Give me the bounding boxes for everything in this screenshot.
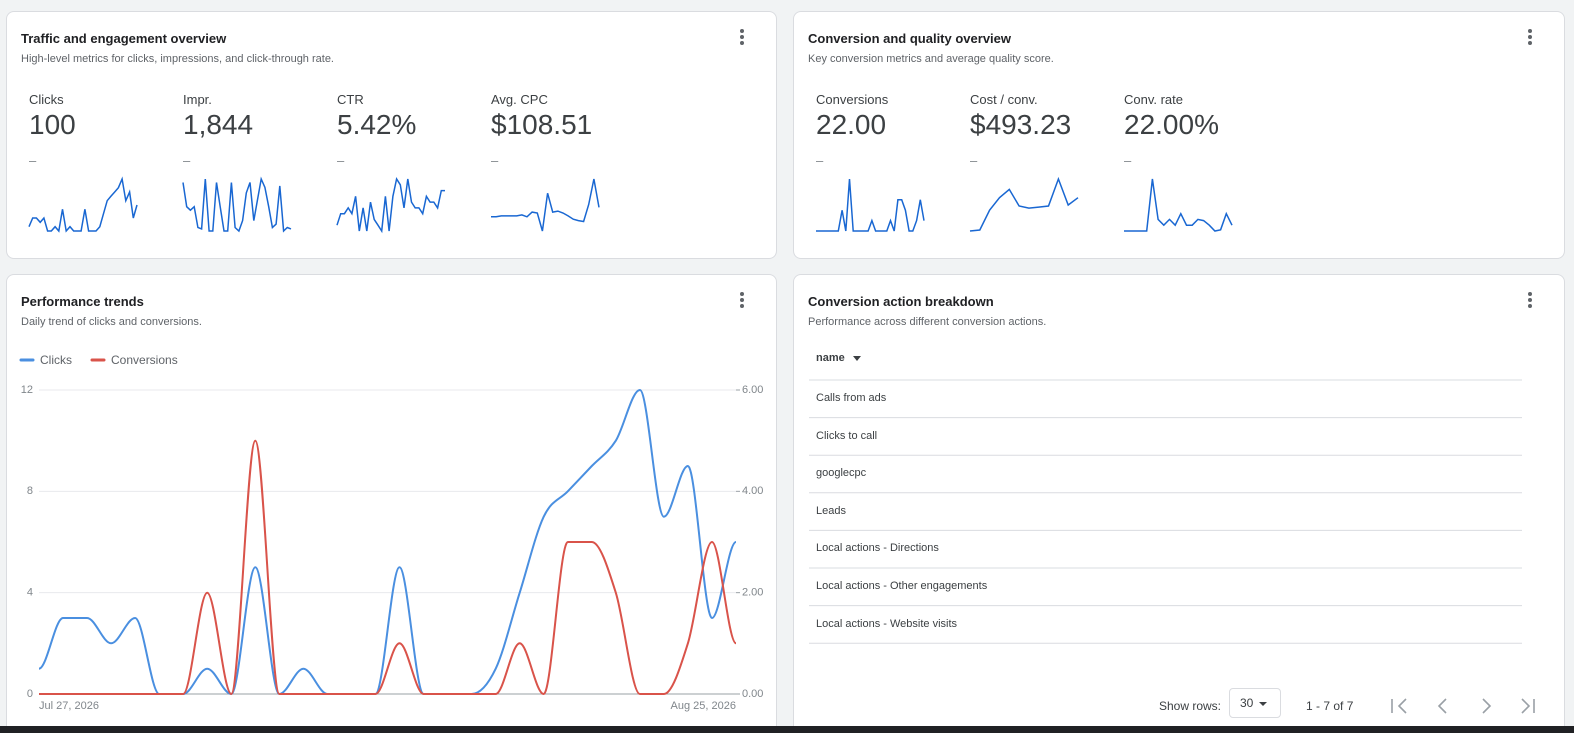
pagination-button[interactable] [1482,698,1492,714]
y-tick-label: 8 [27,485,33,497]
menu-dot [1528,304,1532,308]
menu-dot [1528,292,1532,296]
page-range: 1 - 7 of 7 [1306,699,1354,713]
card-subtitle: Key conversion metrics and average quali… [808,53,1054,65]
y2-tick-label: 4.00 [742,485,763,497]
sparkline-path [969,176,1079,232]
table-lines [809,356,1535,714]
menu-dot [1528,298,1532,302]
y-tick-label: 12 [21,384,33,396]
metric-delta: – [29,153,37,168]
x-tick-label: Aug 25, 2026 [671,700,736,712]
sparkline-path [182,176,292,233]
metric-label: Conv. rate [1124,92,1184,107]
menu-dot [740,35,744,39]
menu-dot [1528,35,1532,39]
select-arrow [1259,702,1267,706]
table-cell: Clicks to call [816,429,878,442]
show-rows-label: Show rows: [1158,699,1221,713]
column-header: name [816,352,845,364]
metric-delta: – [491,153,499,168]
more-menu[interactable] [736,291,748,311]
card: Performance trends Daily trend of clicks … [6,274,777,733]
menu-dot [1528,29,1532,33]
bottom-bar [0,726,1574,733]
rows-select[interactable]: 30 [1229,688,1281,718]
card-title: Conversion action breakdown [808,294,994,309]
sparkline-path [1124,178,1233,232]
metric-delta: – [816,153,824,168]
y-tick-label: 4 [27,587,33,599]
sparkline [1124,178,1233,232]
card-subtitle: Daily trend of clicks and conversions. [21,316,202,328]
metric-value: 1,844 [183,109,254,140]
table-cell: googlecpc [816,467,867,480]
metric-label: Avg. CPC [491,92,548,107]
metric-delta: – [183,153,191,168]
metric-value: 22.00 [816,109,887,140]
sparkline [969,176,1079,232]
card-title: Performance trends [21,294,144,309]
sparkline [28,176,138,233]
pagination-button[interactable] [1437,698,1447,714]
metric-label: Cost / conv. [970,92,1038,107]
table-cell: Local actions - Website visits [816,617,958,630]
sort-arrow [853,356,861,361]
series-line [38,388,737,696]
card-title: Conversion and quality overview [808,31,1011,46]
menu-dot [740,292,744,296]
y2-tick-label: 6.00 [742,384,763,396]
table-cell: Local actions - Other engagements [816,580,988,592]
pagination-button[interactable] [1521,698,1535,714]
line-chart: Clicks Conversions 0 4 8 12 0.00 2.00 4.00 6.00 Ju… [19,353,763,712]
card-subtitle: Performance across different conversion … [808,316,1047,328]
legend-label: Conversions [111,353,178,367]
sparkline [182,176,292,233]
sparkline-path [816,178,925,232]
metric-label: Clicks [29,92,64,107]
metric-value: 5.42% [337,109,417,140]
y-tick-label: 0 [27,688,33,700]
y2-tick-label: 0.00 [742,688,763,700]
metric-value: 100 [29,109,76,140]
sparkline [336,177,445,234]
sparkline-path [491,178,600,232]
metric-value: 22.00% [1124,109,1219,140]
metric-label: CTR [337,92,364,107]
menu-dot [740,298,744,302]
y2-tick-label: 2.00 [742,587,763,599]
sparkline [816,178,925,232]
more-menu[interactable] [1524,291,1536,311]
card-subtitle: High-level metrics for clicks, impressio… [21,53,334,65]
menu-dot [1528,41,1532,45]
series-line [39,439,737,696]
card: Conversion action breakdown Performance a… [793,274,1565,733]
more-menu[interactable] [736,28,748,48]
table-cell: Leads [816,504,846,517]
sparkline [491,178,600,232]
legend-label: Clicks [40,353,72,367]
card: Conversion and quality overview Key conve… [793,11,1565,259]
table-cell: Local actions - Directions [816,542,939,555]
metric-value: $493.23 [970,109,1072,140]
card-title: Traffic and engagement overview [21,31,227,46]
metric-label: Impr. [183,92,212,107]
card: Traffic and engagement overview High-leve… [6,11,777,259]
menu-dot [740,41,744,45]
metric-delta: – [1124,153,1132,168]
table-cell: Calls from ads [816,392,887,404]
more-menu[interactable] [1524,28,1536,48]
sparkline-path [336,177,445,234]
metric-value: $108.51 [491,109,593,140]
sparkline-path [28,176,138,233]
pagination-button[interactable] [1391,698,1407,714]
rows-select-value: 30 [1240,696,1254,710]
menu-dot [740,304,744,308]
metric-label: Conversions [816,92,889,107]
metric-delta: – [337,153,345,168]
menu-dot [740,29,744,33]
metric-delta: – [970,153,978,168]
x-tick-label: Jul 27, 2026 [39,700,99,712]
